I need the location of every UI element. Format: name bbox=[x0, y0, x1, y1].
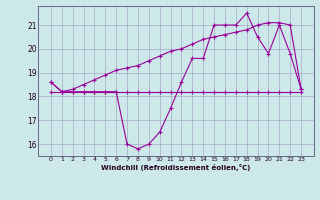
X-axis label: Windchill (Refroidissement éolien,°C): Windchill (Refroidissement éolien,°C) bbox=[101, 164, 251, 171]
